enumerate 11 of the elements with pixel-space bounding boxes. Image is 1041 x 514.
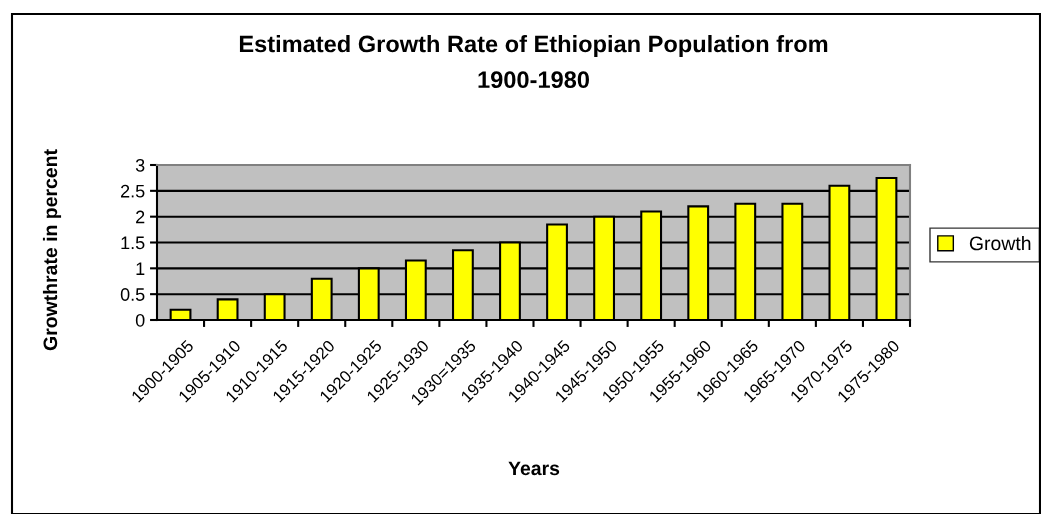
y-tick-label: 2.5 (121, 184, 145, 198)
y-tick-label: 1 (136, 262, 145, 275)
y-tick-label: 0 (135, 313, 145, 327)
y-axis-title: Growthrate in percent (42, 149, 62, 351)
y-tick-label: 0.5 (120, 288, 145, 301)
chart-title: Estimated Growth Rate of Ethiopian Population from 1900-1980 (239, 35, 828, 89)
y-tick-label: 2 (136, 210, 145, 224)
y-tick-label: 3 (135, 158, 145, 172)
y-tick-label: 1.5 (121, 236, 145, 250)
x-axis-title: Years (508, 461, 560, 476)
legend-label: Growth (969, 235, 1031, 251)
